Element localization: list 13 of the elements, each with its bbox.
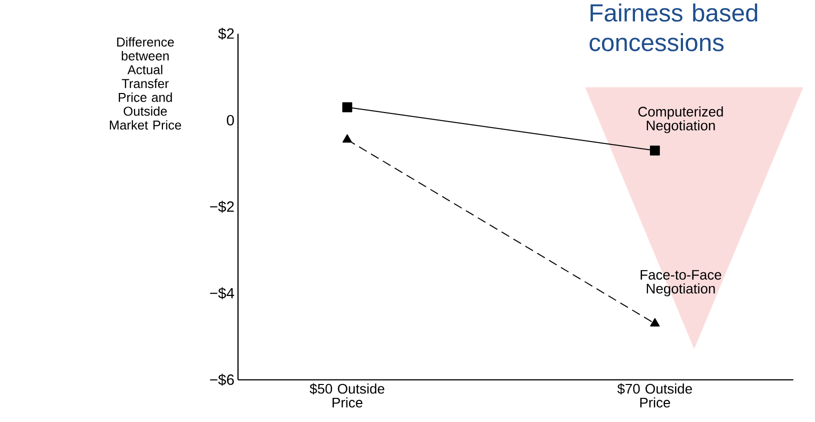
x-tick-label: $70 Outside Price: [617, 383, 692, 408]
y-tick-label: −$4: [210, 287, 234, 300]
y-axis-title: Difference between Actual Transfer Price and Outside Market Price: [110, 36, 182, 130]
annotation: Fairness based concessions: [590, 3, 758, 52]
y-tick-label: −$6: [210, 374, 234, 386]
y-tick-label: −$2: [210, 200, 234, 213]
y-tick-label: 0: [226, 114, 234, 126]
point: [650, 145, 660, 156]
point: [342, 102, 352, 112]
series-label: Face-to-Face Negotiation: [640, 270, 722, 296]
series-label: Computerized Negotiation: [638, 106, 723, 133]
y-tick-label: $2: [218, 28, 234, 40]
x-tick-label: $50 Outside Price: [310, 383, 384, 408]
